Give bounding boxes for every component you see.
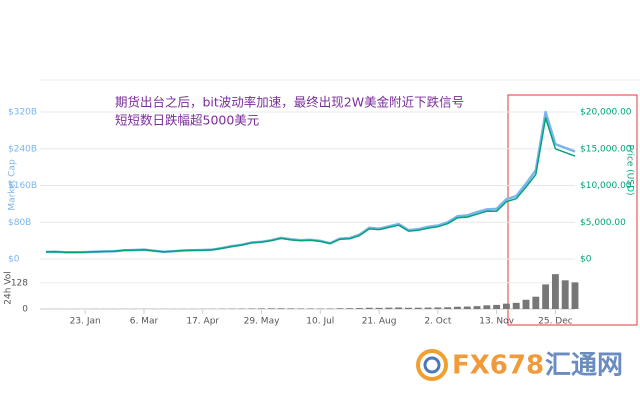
volume-bar: [287, 308, 294, 309]
volume-bar: [572, 282, 579, 309]
volume-bar: [483, 305, 490, 309]
volume-bar: [474, 306, 481, 309]
annotation: 短短数日跌幅超5000美元: [115, 113, 259, 128]
volume-bar: [415, 308, 422, 309]
volume-bar: [444, 307, 451, 309]
y-tick-label: 0: [22, 305, 28, 315]
volume-bar: [278, 308, 285, 309]
volume-bar: [523, 300, 530, 309]
volume-bar: [425, 308, 432, 309]
y2-tick-label: $0: [580, 255, 592, 265]
y-tick-label: $320B: [8, 108, 37, 118]
annotation: 期货出台之后，bit波动率加速，最终出现2W美金附近下跌信号: [115, 95, 464, 110]
volume-bar: [268, 308, 275, 309]
volume-bar: [532, 297, 539, 309]
y-tick-label: $0: [8, 255, 20, 265]
volume-bar: [336, 308, 343, 309]
volume-bar: [454, 307, 461, 309]
x-tick-label: 2. Oct: [424, 317, 451, 327]
x-tick-label: 29. May: [244, 317, 280, 327]
volume-bar: [248, 308, 255, 309]
volume-bar: [552, 274, 559, 309]
y-tick-label: 128: [11, 278, 28, 288]
x-tick-label: 23. Jan: [70, 317, 101, 327]
x-tick-label: 21. Aug: [362, 317, 397, 327]
volume-bar: [258, 308, 265, 309]
volume-bar: [493, 305, 500, 309]
y-tick-label: $240B: [8, 144, 37, 154]
watermark-brand: FX678: [452, 351, 544, 381]
volume-bar: [562, 280, 569, 309]
x-tick-label: 10. Jul: [306, 317, 334, 327]
volume-bar: [385, 308, 392, 309]
y2-tick-label: $15,000.00: [580, 144, 632, 154]
volume-bar: [434, 307, 441, 309]
volume-bar: [405, 308, 412, 309]
volume-bar: [366, 308, 373, 309]
x-tick-label: 25. Dec: [538, 317, 573, 327]
y2-tick-label: $5,000.00: [580, 218, 626, 228]
volume-bar: [503, 304, 510, 309]
x-tick-label: 13. Nov: [479, 317, 514, 327]
volume-bar: [376, 308, 383, 309]
y-tick-label: $80B: [8, 218, 31, 228]
volume-bar: [395, 307, 402, 309]
y2-tick-label: $20,000.00: [580, 108, 632, 118]
x-tick-label: 17. Apr: [186, 317, 219, 327]
volume-bar: [464, 307, 471, 309]
volume-bar: [513, 303, 520, 309]
volume-bar: [346, 308, 353, 309]
y-tick-label: $160B: [8, 181, 37, 191]
x-tick-label: 6. Mar: [130, 317, 159, 327]
volume-bar: [297, 308, 304, 309]
y2-tick-label: $10,000.00: [580, 181, 632, 191]
volume-bar: [307, 308, 314, 309]
volume-bar: [356, 308, 363, 309]
volume-bar: [542, 284, 549, 309]
watermark-name: 汇通网: [545, 351, 623, 381]
